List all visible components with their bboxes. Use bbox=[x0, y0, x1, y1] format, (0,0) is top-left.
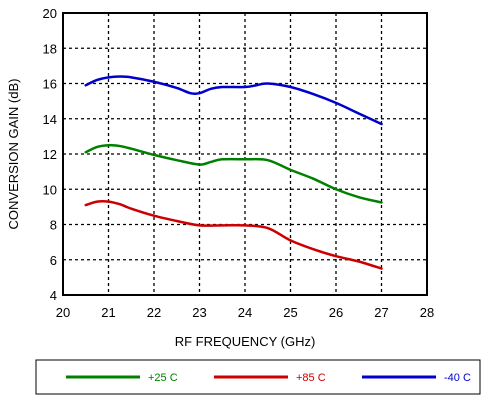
x-tick-label: 23 bbox=[192, 305, 206, 320]
y-tick-label: 4 bbox=[50, 288, 57, 303]
series-lines bbox=[84, 75, 383, 270]
y-tick-label: 12 bbox=[43, 147, 57, 162]
x-tick-label: 25 bbox=[283, 305, 297, 320]
legend-items: +25 C +85 C -40 C bbox=[66, 372, 471, 384]
x-tick-label: 24 bbox=[238, 305, 252, 320]
x-axis-title: RF FREQUENCY (GHz) bbox=[175, 334, 316, 349]
x-tick-label: 20 bbox=[56, 305, 70, 320]
x-tick-label: 21 bbox=[101, 305, 115, 320]
legend-label: +25 C bbox=[148, 372, 178, 384]
legend-label: +85 C bbox=[296, 372, 326, 384]
tick-labels: 20 21 22 23 24 25 26 27 28 4 6 8 10 12 14 16 18 20 bbox=[43, 6, 435, 320]
y-tick-label: 8 bbox=[50, 218, 57, 233]
x-tick-label: 26 bbox=[329, 305, 343, 320]
x-tick-label: 22 bbox=[147, 305, 161, 320]
y-tick-label: 10 bbox=[43, 182, 57, 197]
series-line bbox=[84, 199, 383, 270]
y-tick-label: 6 bbox=[50, 253, 57, 268]
y-tick-label: 16 bbox=[43, 77, 57, 92]
series-line bbox=[84, 143, 383, 204]
series-line bbox=[84, 75, 383, 126]
x-tick-label: 27 bbox=[374, 305, 388, 320]
grid bbox=[63, 13, 427, 295]
plot-frame bbox=[62, 12, 428, 296]
y-axis-title: CONVERSION GAIN (dB) bbox=[6, 79, 21, 230]
x-tick-label: 28 bbox=[420, 305, 434, 320]
y-tick-label: 20 bbox=[43, 6, 57, 21]
y-tick-label: 14 bbox=[43, 112, 57, 127]
y-tick-label: 18 bbox=[43, 41, 57, 56]
legend-label: -40 C bbox=[444, 372, 471, 384]
